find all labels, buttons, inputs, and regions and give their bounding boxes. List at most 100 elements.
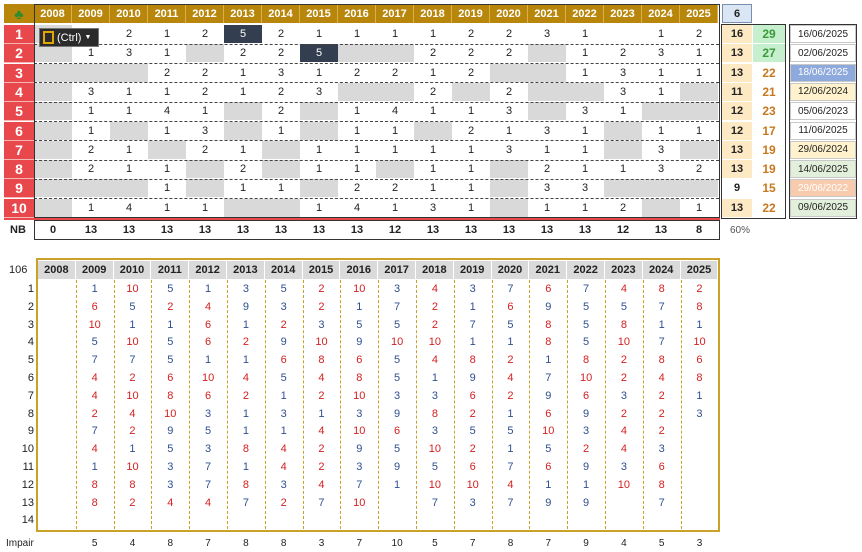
grid-cell[interactable]: 3	[619, 85, 627, 98]
grid-cell[interactable]: 2	[87, 163, 95, 176]
grid-cell[interactable]: 1	[315, 66, 323, 79]
grid-cell[interactable]: 2	[619, 47, 627, 60]
grid-cell[interactable]: 1	[695, 66, 703, 79]
grid-cell[interactable]	[490, 179, 528, 198]
grid-cell[interactable]: 1	[315, 201, 323, 214]
grid-cell[interactable]: 1	[467, 201, 475, 214]
grid-cell[interactable]: 2	[429, 85, 437, 98]
grid-cell[interactable]	[642, 179, 680, 198]
grid-cell[interactable]	[376, 82, 414, 101]
grid-cell[interactable]: 2	[543, 163, 551, 176]
grid-cell[interactable]	[680, 140, 718, 159]
grid-cell[interactable]	[376, 160, 414, 179]
grid-cell[interactable]	[528, 82, 566, 101]
grid-cell[interactable]: 3	[505, 105, 513, 118]
grid-cell[interactable]: 2	[695, 163, 703, 176]
grid-cell[interactable]	[566, 82, 604, 101]
grid-cell[interactable]: 3	[277, 66, 285, 79]
grid-cell[interactable]: 3	[581, 105, 589, 118]
grid-cell[interactable]: 2	[163, 66, 171, 79]
row-date[interactable]: 05/06/2023	[790, 102, 856, 121]
grid-cell[interactable]: 1	[429, 143, 437, 156]
grid-cell[interactable]: 2	[353, 66, 361, 79]
grid-cell[interactable]	[414, 121, 452, 140]
grid-cell[interactable]: 3	[125, 47, 133, 60]
grid-cell[interactable]: 1	[429, 182, 437, 195]
grid-cell[interactable]: 1	[315, 28, 323, 40]
grid-cell[interactable]	[528, 63, 566, 82]
grid-cell[interactable]: 1	[87, 105, 95, 118]
grid-cell[interactable]	[452, 82, 490, 101]
grid-cell[interactable]: 2	[87, 143, 95, 156]
grid-cell[interactable]	[642, 102, 680, 121]
grid-cell[interactable]: 4	[125, 201, 133, 214]
grid-cell[interactable]: 1	[315, 143, 323, 156]
grid-cell[interactable]: 1	[353, 163, 361, 176]
grid-cell[interactable]	[110, 179, 148, 198]
grid-cell[interactable]	[300, 102, 338, 121]
row-date[interactable]: 16/06/2025	[790, 25, 856, 43]
grid-cell[interactable]: 1	[239, 85, 247, 98]
grid-cell[interactable]: 3	[657, 47, 665, 60]
grid-cell[interactable]: 1	[87, 124, 95, 137]
grid-cell[interactable]: 2	[277, 47, 285, 60]
grid-cell[interactable]	[34, 63, 72, 82]
grid-cell[interactable]: 1	[429, 28, 437, 40]
grid-cell[interactable]: 1	[581, 47, 589, 60]
grid-cell[interactable]: 1	[239, 182, 247, 195]
grid-cell[interactable]: 3	[543, 124, 551, 137]
grid-cell[interactable]: 1	[163, 47, 171, 60]
row-date[interactable]: 29/06/2022	[790, 179, 856, 198]
grid-cell[interactable]: 1	[429, 66, 437, 79]
grid-cell[interactable]: 5	[300, 44, 338, 63]
grid-cell[interactable]	[680, 82, 718, 101]
row-date[interactable]: 11/06/2025	[790, 121, 856, 140]
grid-cell[interactable]: 2	[505, 28, 513, 40]
grid-cell[interactable]: 2	[201, 28, 209, 40]
row-date[interactable]: 14/06/2025	[790, 160, 856, 179]
row-date[interactable]: 29/06/2024	[790, 140, 856, 159]
grid-cell[interactable]	[34, 44, 72, 63]
grid-cell[interactable]	[34, 102, 72, 121]
grid-cell[interactable]: 1	[125, 143, 133, 156]
grid-cell[interactable]	[490, 198, 528, 217]
grid-cell[interactable]: 1	[581, 66, 589, 79]
grid-cell[interactable]	[604, 140, 642, 159]
grid-cell[interactable]	[34, 140, 72, 159]
grid-cell[interactable]	[376, 44, 414, 63]
grid-cell[interactable]: 2	[353, 182, 361, 195]
grid-cell[interactable]: 1	[657, 28, 665, 40]
grid-cell[interactable]: 1	[125, 163, 133, 176]
grid-cell[interactable]: 1	[505, 124, 513, 137]
grid-cell[interactable]: 2	[695, 28, 703, 40]
grid-cell[interactable]	[528, 44, 566, 63]
grid-cell[interactable]: 1	[163, 163, 171, 176]
grid-cell[interactable]: 3	[543, 182, 551, 195]
grid-cell[interactable]: 3	[429, 201, 437, 214]
grid-cell[interactable]: 1	[353, 28, 361, 40]
grid-cell[interactable]	[528, 102, 566, 121]
grid-cell[interactable]: 2	[505, 47, 513, 60]
grid-cell[interactable]: 1	[163, 182, 171, 195]
grid-cell[interactable]	[338, 44, 376, 63]
grid-cell[interactable]	[604, 179, 642, 198]
grid-cell[interactable]: 1	[467, 163, 475, 176]
grid-cell[interactable]: 2	[277, 85, 285, 98]
grid-cell[interactable]	[604, 121, 642, 140]
grid-cell[interactable]: 2	[429, 47, 437, 60]
grid-cell[interactable]	[680, 179, 718, 198]
grid-cell[interactable]: 2	[239, 163, 247, 176]
grid-cell[interactable]: 1	[391, 28, 399, 40]
grid-cell[interactable]	[262, 160, 300, 179]
grid-cell[interactable]: 1	[429, 163, 437, 176]
grid-cell[interactable]: 1	[163, 124, 171, 137]
grid-cell[interactable]: 1	[163, 28, 171, 40]
grid-cell[interactable]: 1	[353, 143, 361, 156]
grid-cell[interactable]: 2	[619, 201, 627, 214]
grid-cell[interactable]	[110, 63, 148, 82]
grid-cell[interactable]: 1	[581, 28, 589, 40]
grid-cell[interactable]: 1	[695, 124, 703, 137]
grid-cell[interactable]	[224, 121, 262, 140]
grid-cell[interactable]: 3	[543, 28, 551, 40]
grid-cell[interactable]: 1	[353, 124, 361, 137]
